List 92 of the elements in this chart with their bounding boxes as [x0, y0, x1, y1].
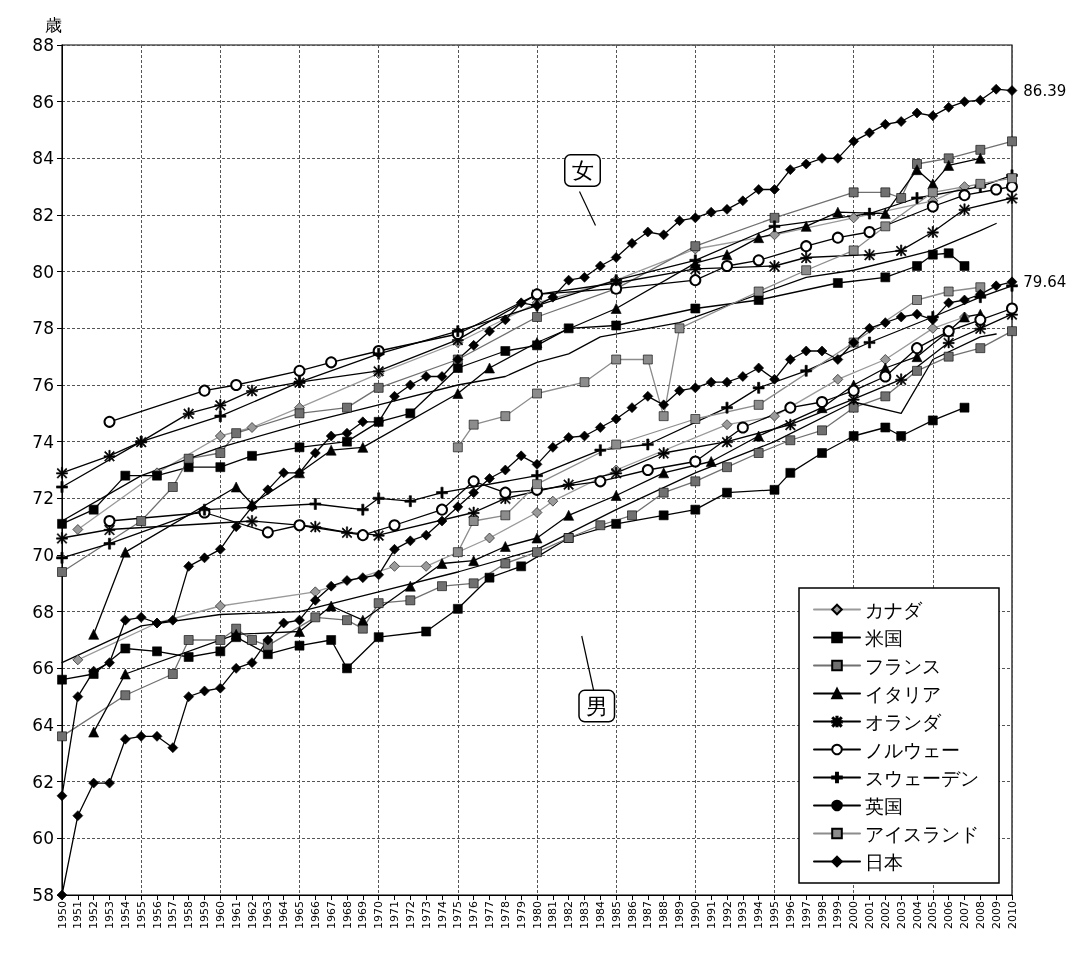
legend-label: ノルウェー	[865, 738, 960, 761]
x-tick-label: 1971	[388, 901, 401, 929]
legend-label: カナダ	[865, 598, 923, 621]
y-tick-label: 84	[32, 148, 54, 169]
y-axis-title: 歳	[45, 14, 62, 35]
x-tick-label: 1991	[704, 901, 718, 929]
x-tick-label: 1998	[815, 901, 829, 929]
x-tick-label: 1967	[324, 901, 338, 929]
x-tick-label: 1989	[673, 901, 686, 929]
y-tick-label: 80	[32, 261, 54, 282]
x-tick-label: 1951	[71, 901, 85, 929]
x-tick-label: 1956	[150, 901, 164, 929]
x-tick-label: 1985	[609, 901, 623, 929]
legend-label: 米国	[865, 626, 903, 649]
x-tick-label: 1972	[403, 901, 417, 929]
x-tick-label: 1957	[166, 901, 180, 929]
x-tick-label: 1975	[451, 901, 465, 929]
legend-label: スウェーデン	[865, 766, 979, 789]
x-tick-label: 1986	[625, 901, 639, 929]
x-tick-label: 2005	[926, 901, 940, 929]
legend-label: イタリア	[865, 682, 941, 705]
x-tick-label: 2003	[894, 901, 908, 929]
x-tick-label: 1977	[483, 901, 496, 929]
x-tick-label: 1995	[768, 901, 781, 929]
x-tick-label: 2006	[942, 901, 956, 929]
y-tick-label: 60	[32, 828, 54, 849]
y-tick-label: 62	[32, 771, 54, 792]
annotation: 女	[571, 158, 594, 183]
x-tick-label: 1980	[530, 901, 544, 929]
x-tick-label: 1996	[783, 901, 797, 929]
x-tick-label: 2002	[878, 901, 892, 929]
x-tick-label: 1950	[55, 901, 69, 929]
x-tick-label: 1997	[799, 901, 813, 929]
y-tick-label: 58	[32, 885, 54, 905]
x-tick-label: 2001	[863, 901, 876, 929]
x-tick-label: 1981	[546, 901, 560, 929]
x-tick-label: 1994	[752, 901, 766, 929]
y-tick-label: 68	[32, 601, 54, 622]
x-tick-label: 1974	[435, 901, 449, 929]
x-tick-label: 1961	[229, 901, 243, 929]
x-tick-label: 1952	[87, 901, 101, 929]
x-tick-label: 1959	[198, 901, 211, 929]
legend-label: アイスランド	[865, 822, 979, 845]
x-tick-label: 2007	[958, 901, 971, 929]
x-tick-label: 1953	[103, 901, 116, 929]
x-tick-label: 1979	[514, 901, 528, 929]
x-tick-label: 1992	[720, 901, 734, 929]
legend-label: フランス	[865, 654, 941, 677]
x-tick-label: 1958	[182, 901, 196, 929]
legend-label: 日本	[865, 850, 903, 873]
x-tick-label: 1969	[356, 901, 370, 929]
x-tick-label: 1966	[308, 901, 322, 929]
x-tick-label: 1965	[293, 901, 306, 929]
y-tick-label: 66	[32, 658, 54, 679]
x-tick-label: 1962	[245, 901, 259, 929]
x-tick-label: 2010	[1005, 901, 1019, 929]
data-label: 86.39	[1023, 81, 1067, 100]
y-tick-label: 82	[32, 205, 54, 225]
x-tick-label: 2009	[989, 901, 1003, 929]
legend-label: 英国	[865, 794, 903, 817]
data-label: 79.64	[1023, 272, 1067, 291]
x-tick-label: 1968	[340, 901, 354, 929]
x-tick-label: 1988	[657, 901, 671, 929]
x-tick-label: 1954	[118, 901, 132, 929]
y-tick-label: 70	[32, 545, 54, 565]
x-tick-label: 1983	[578, 901, 591, 929]
y-tick-label: 74	[32, 431, 54, 452]
x-tick-label: 1993	[736, 901, 750, 929]
x-tick-label: 1982	[562, 901, 576, 929]
y-tick-label: 78	[32, 318, 54, 339]
y-tick-label: 72	[32, 488, 54, 509]
x-tick-label: 1970	[372, 901, 386, 929]
x-tick-label: 1999	[831, 901, 845, 929]
x-tick-label: 1990	[688, 901, 702, 929]
y-tick-label: 76	[32, 375, 54, 395]
x-tick-label: 2000	[847, 901, 861, 929]
x-tick-label: 1964	[277, 901, 291, 929]
x-tick-label: 1960	[213, 901, 227, 929]
x-tick-label: 1978	[498, 901, 512, 929]
x-tick-label: 1984	[593, 901, 607, 929]
x-tick-label: 1963	[261, 901, 275, 929]
x-tick-label: 1976	[467, 901, 481, 929]
annotation: 男	[585, 693, 608, 719]
y-tick-label: 64	[32, 715, 54, 735]
x-tick-label: 1973	[419, 901, 433, 929]
x-tick-label: 2008	[973, 901, 987, 929]
x-tick-label: 1955	[134, 901, 148, 929]
x-tick-label: 2004	[910, 901, 924, 929]
x-tick-label: 1987	[641, 901, 655, 929]
y-tick-label: 86	[32, 91, 54, 112]
y-tick-label: 88	[32, 35, 54, 55]
legend-label: オランダ	[865, 710, 942, 733]
